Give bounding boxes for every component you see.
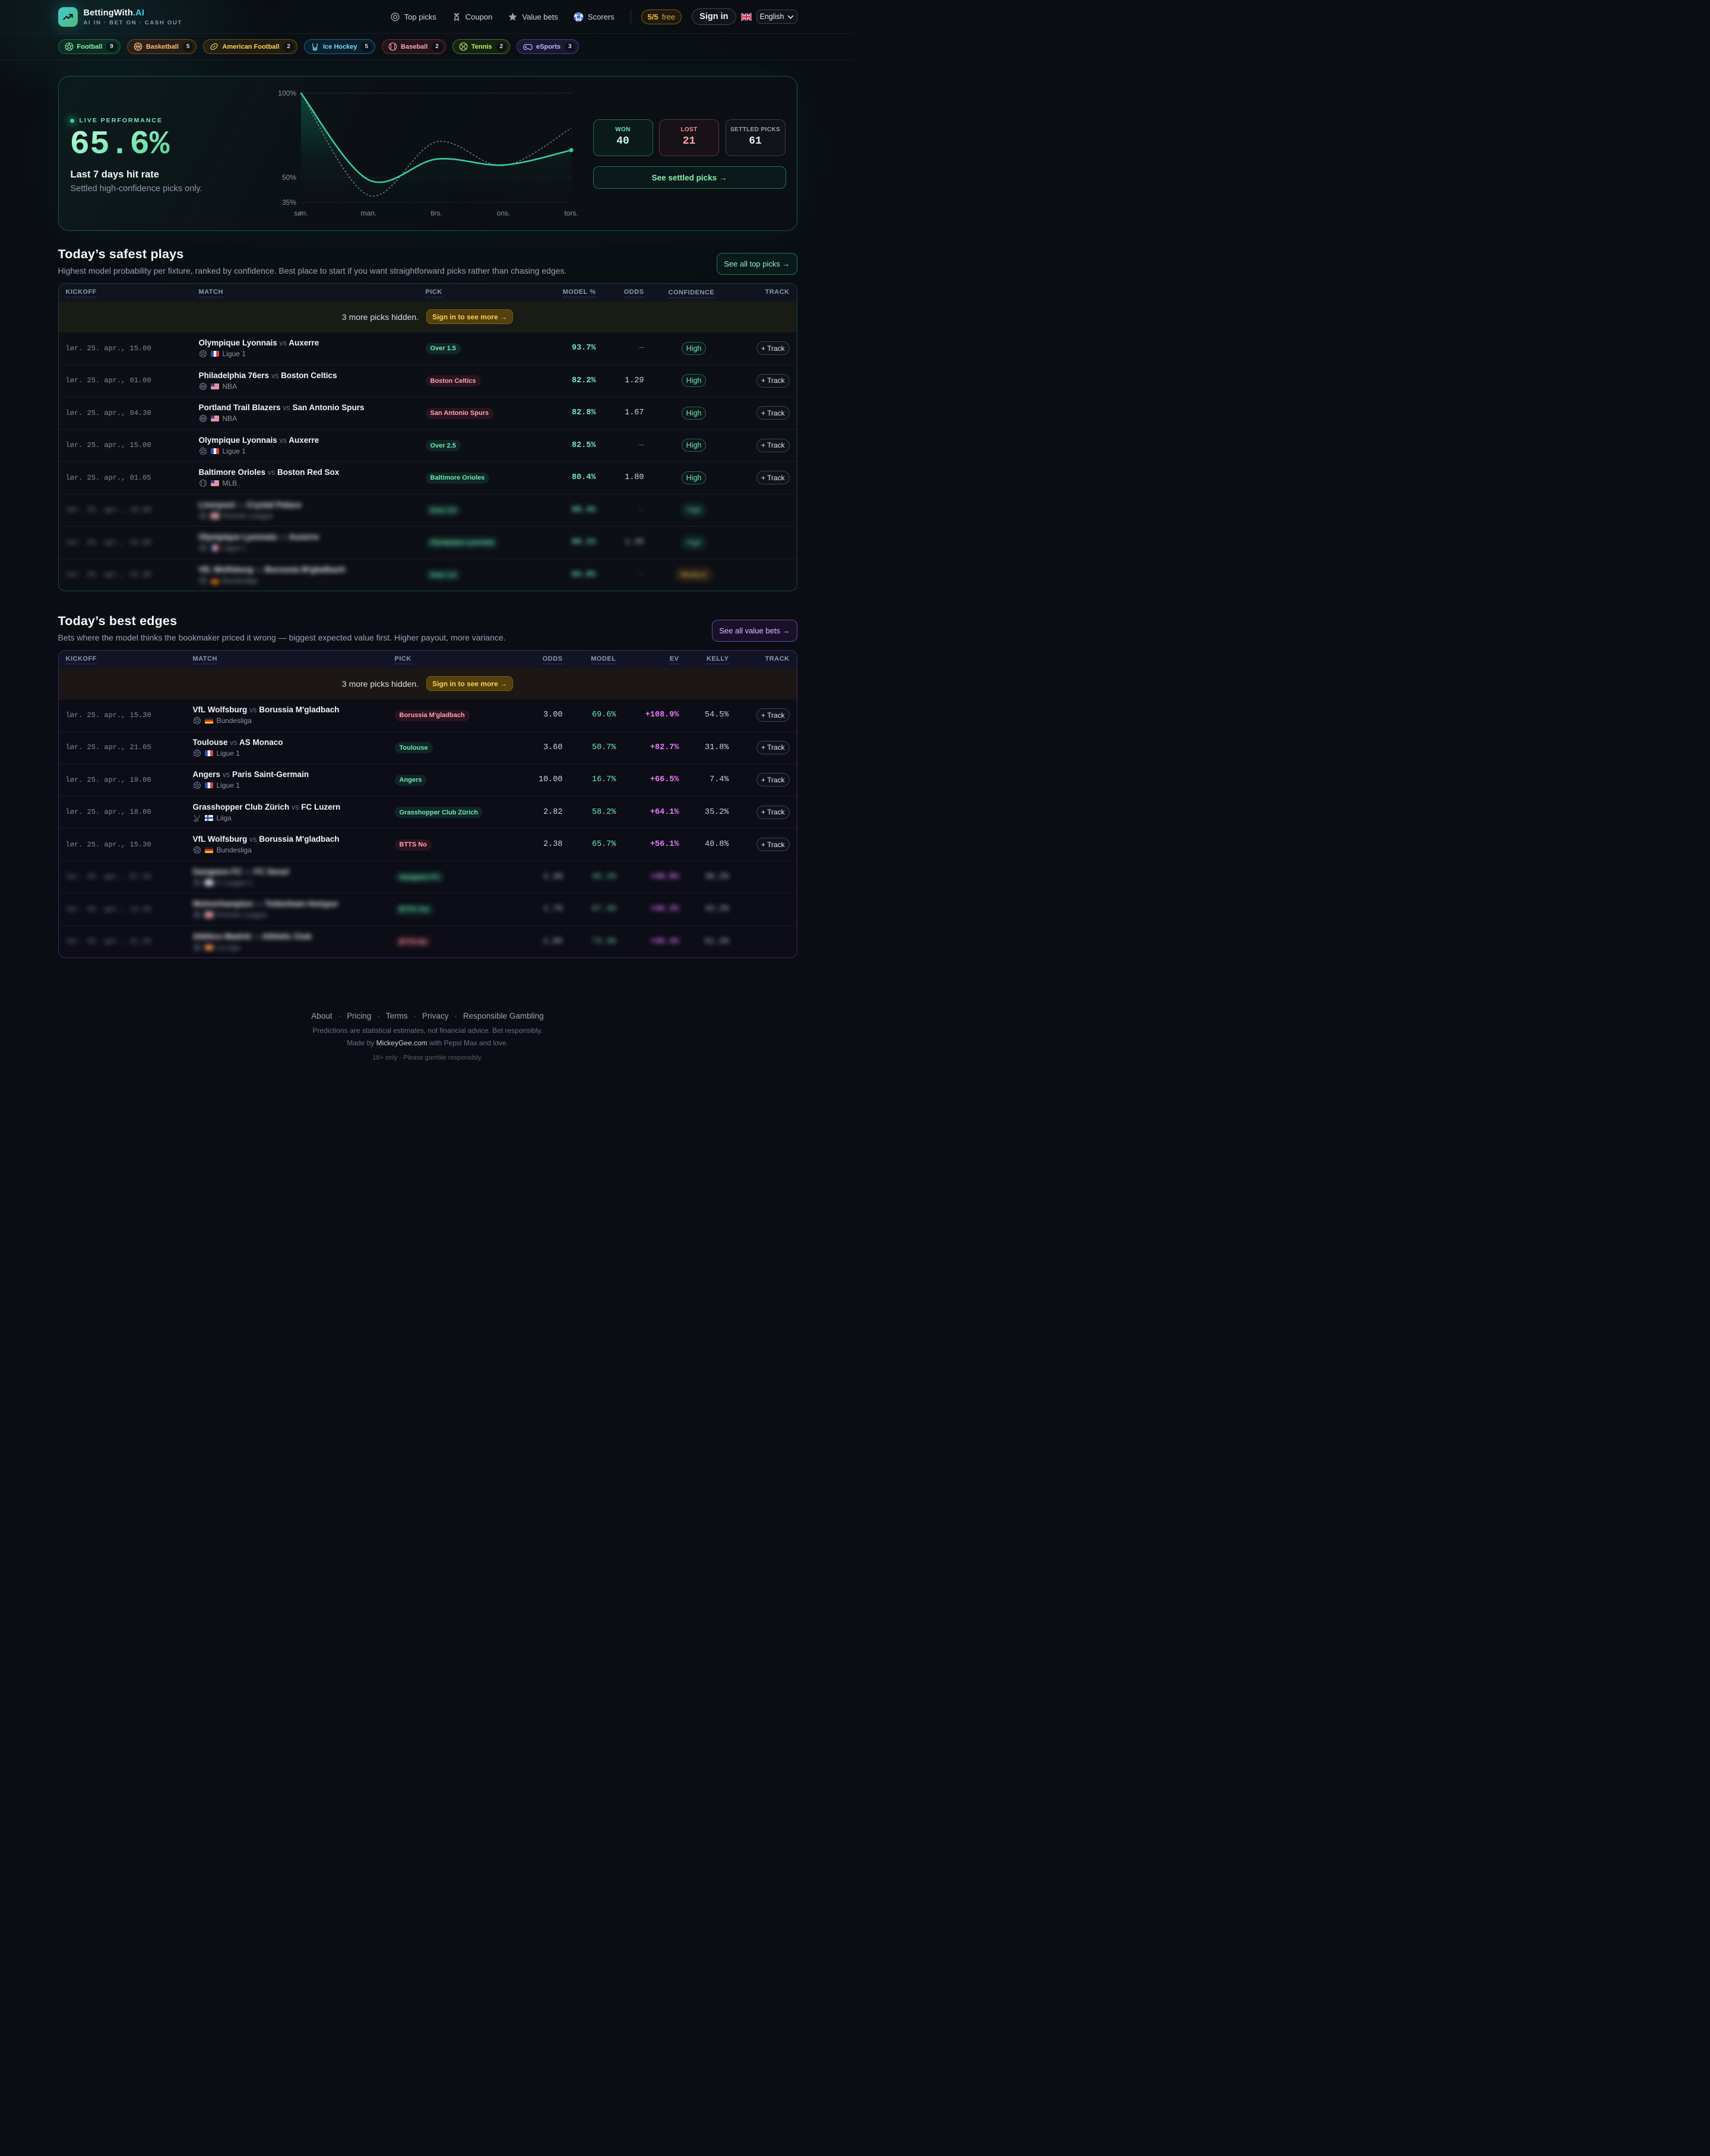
svg-text:søn.: søn. [294, 209, 308, 217]
svg-text:ons.: ons. [496, 209, 510, 217]
svg-text:100%: 100% [278, 89, 296, 97]
svg-text:man.: man. [360, 209, 376, 217]
svg-text:35%: 35% [281, 198, 296, 207]
svg-text:tors.: tors. [564, 209, 578, 217]
svg-text:50%: 50% [281, 173, 296, 182]
svg-text:tirs.: tirs. [430, 209, 442, 217]
